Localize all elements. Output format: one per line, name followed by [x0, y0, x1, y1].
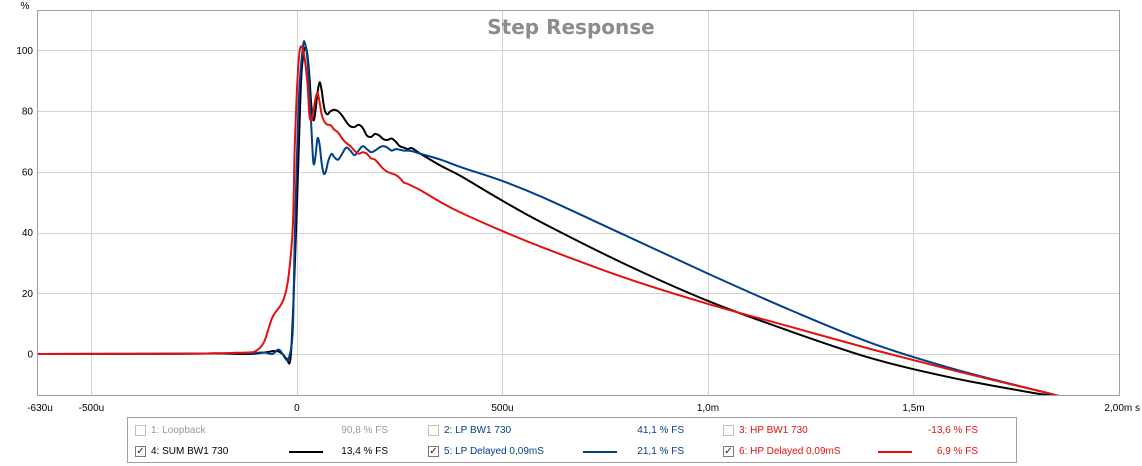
x-tick-label-6: 2,00m s: [1104, 403, 1140, 414]
series-lines: [38, 40, 1060, 395]
legend-value-sum: 13,4 % FS: [341, 446, 388, 457]
chart-title: Step Response: [487, 15, 654, 39]
x-tick-label-3: 500u: [491, 403, 513, 414]
series-line-6: [38, 45, 1060, 395]
legend-label-sum-bw1: 4: SUM BW1 730: [151, 446, 229, 457]
legend-label-hp-bw1: 3: HP BW1 730: [739, 425, 808, 436]
x-tick-labels: -630u -500u 0 500u 1,0m 1,5m 2,00m s: [27, 403, 1140, 414]
legend-value-loopback: 90,8 % FS: [341, 425, 388, 436]
legend-swatch-lp-delayed: [583, 451, 617, 453]
x-tick-label-5: 1,5m: [902, 403, 924, 414]
legend-panel: 1: Loopback 90,8 % FS 2: LP BW1 730 41,1…: [127, 417, 1017, 463]
x-tick-label-2: 0: [294, 403, 300, 414]
series-line-5: [38, 40, 1060, 395]
y-tick-label-0: 0: [27, 350, 33, 361]
checkbox-hp-bw1[interactable]: [723, 425, 734, 436]
legend-swatch-hp-delayed: [878, 451, 912, 453]
legend-value-hp-bw1: -13,6 % FS: [927, 425, 978, 436]
checkbox-sum-bw1[interactable]: ✓: [135, 446, 146, 457]
legend-swatch-sum: [289, 451, 323, 453]
checkbox-lp-delayed[interactable]: ✓: [428, 446, 439, 457]
legend-label-hp-delayed: 6: HP Delayed 0,09mS: [739, 446, 841, 457]
step-response-chart: Step Response % 0 20 40 60 80 100 -630u -500u 0…: [16, 1, 1140, 414]
legend-row-2: ✓ 4: SUM BW1 730 13,4 % FS ✓ 5: LP Delay…: [128, 442, 1016, 462]
y-tick-label-5: 100: [16, 46, 33, 57]
legend-row-1: 1: Loopback 90,8 % FS 2: LP BW1 730 41,1…: [128, 421, 1016, 441]
y-tick-labels: 0 20 40 60 80 100: [16, 46, 33, 361]
legend-label-lp-bw1: 2: LP BW1 730: [444, 425, 512, 436]
grid: [38, 11, 1119, 395]
legend-label-lp-delayed: 5: LP Delayed 0,09mS: [444, 446, 544, 457]
x-tick-label-1: -500u: [79, 403, 105, 414]
x-tick-label-0: -630u: [27, 403, 53, 414]
y-tick-label-3: 60: [22, 167, 34, 178]
legend-value-hp-delayed: 6,9 % FS: [936, 446, 978, 457]
y-axis-label: %: [21, 1, 30, 12]
plot-frame: [37, 10, 1120, 396]
y-tick-label-1: 20: [22, 289, 34, 300]
checkbox-lp-bw1[interactable]: [428, 425, 439, 436]
checkbox-hp-delayed[interactable]: ✓: [723, 446, 734, 457]
checkbox-loopback[interactable]: [135, 425, 146, 436]
x-tick-label-4: 1,0m: [697, 403, 719, 414]
series-line-4: [38, 46, 1056, 395]
legend-value-lp-delayed: 21,1 % FS: [637, 446, 684, 457]
y-tick-label-2: 40: [22, 228, 34, 239]
y-tick-label-4: 80: [22, 107, 34, 118]
legend-label-loopback: 1: Loopback: [151, 425, 206, 436]
legend-value-lp-bw1: 41,1 % FS: [637, 425, 684, 436]
